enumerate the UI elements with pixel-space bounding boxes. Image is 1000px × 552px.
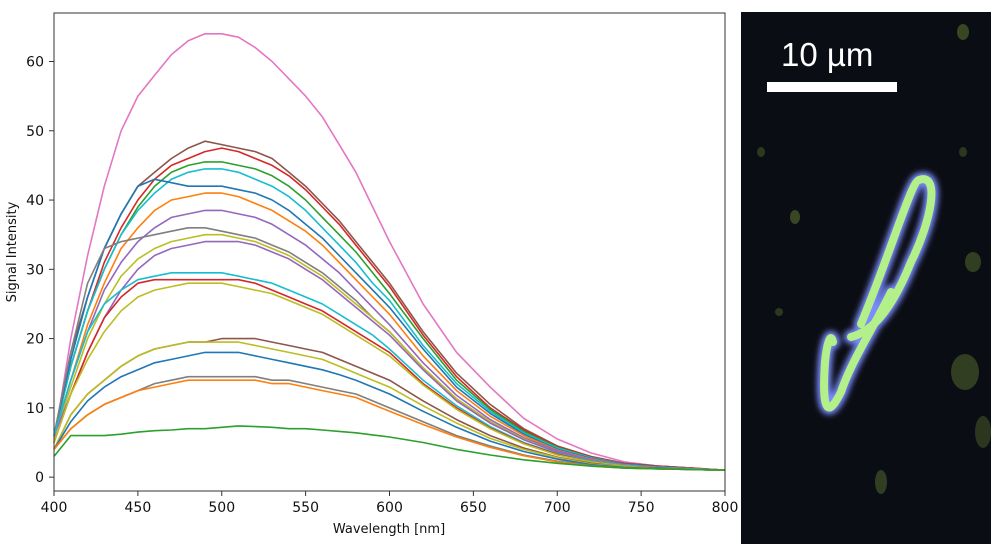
- series-line-1: [53, 33, 726, 471]
- series-line-11: [53, 240, 726, 471]
- micrograph-image: [757, 24, 991, 494]
- y-tick-label: 30: [26, 262, 44, 278]
- series-line-15: [53, 337, 726, 471]
- x-tick-label: 450: [125, 500, 152, 516]
- background-particles: [757, 24, 991, 494]
- series-line-17: [53, 351, 726, 471]
- x-tick-label: 600: [376, 500, 403, 516]
- spectra-chart: 400 450 500 550 600 650 700 750 800 0 10 20 30 40 50 6…: [5, 12, 739, 537]
- series-line-5: [53, 168, 726, 471]
- series-line-14: [53, 282, 726, 471]
- series-line-19: [53, 379, 726, 471]
- y-axis-label: Signal Intensity: [5, 201, 20, 302]
- filament-halo: [817, 172, 939, 415]
- y-tick-label: 0: [35, 470, 44, 486]
- x-tick-label: 650: [460, 500, 487, 516]
- series-line-18: [53, 375, 726, 471]
- series-line-12: [53, 272, 726, 471]
- x-tick-label: 800: [712, 500, 739, 516]
- y-axis: 0 10 20 30 40 50 60: [26, 54, 54, 486]
- series-line-3: [53, 147, 726, 471]
- series-line-4: [53, 161, 726, 471]
- series-line-8: [53, 209, 726, 471]
- y-tick-label: 20: [26, 332, 44, 348]
- x-axis-label: Wavelength [nm]: [333, 522, 445, 537]
- filament: [820, 175, 936, 412]
- series-line-16: [53, 341, 726, 471]
- x-tick-label: 750: [628, 500, 655, 516]
- x-tick-label: 400: [41, 500, 68, 516]
- scale-bar: [767, 82, 897, 92]
- scale-bar-label: 10 µm: [781, 36, 874, 73]
- y-tick-label: 60: [26, 54, 44, 70]
- x-tick-label: 700: [544, 500, 571, 516]
- series-layer: [53, 33, 726, 471]
- x-tick-label: 550: [292, 500, 319, 516]
- x-axis: 400 450 500 550 600 650 700 750 800: [41, 491, 739, 516]
- x-tick-label: 500: [208, 500, 235, 516]
- series-line-20: [53, 425, 726, 471]
- series-line-2: [53, 140, 726, 471]
- fluorescence-micrograph: 10 µm: [741, 12, 991, 544]
- y-tick-label: 10: [26, 401, 44, 417]
- y-tick-label: 50: [26, 124, 44, 140]
- y-tick-label: 40: [26, 193, 44, 209]
- plot-frame: [53, 12, 726, 492]
